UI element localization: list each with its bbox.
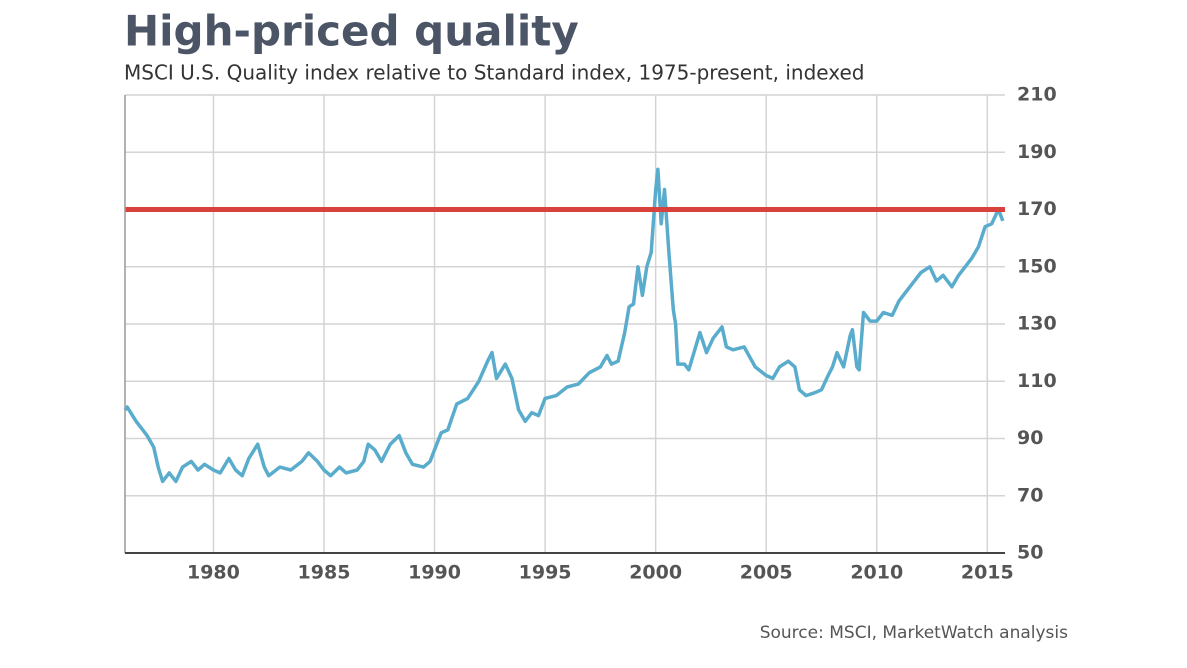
y-tick-label: 210 bbox=[1017, 84, 1057, 106]
chart-subtitle: MSCI U.S. Quality index relative to Stan… bbox=[124, 61, 864, 85]
x-tick-label: 2005 bbox=[740, 562, 793, 584]
y-tick-label: 50 bbox=[1017, 542, 1043, 564]
source-note: Source: MSCI, MarketWatch analysis bbox=[760, 623, 1068, 643]
y-tick-label: 90 bbox=[1017, 427, 1043, 449]
x-tick-label: 1995 bbox=[519, 562, 572, 584]
y-tick-label: 150 bbox=[1017, 255, 1057, 277]
y-tick-label: 170 bbox=[1017, 198, 1057, 220]
y-tick-label: 190 bbox=[1017, 141, 1057, 163]
x-tick-label: 1985 bbox=[298, 562, 351, 584]
y-tick-label: 130 bbox=[1017, 313, 1057, 335]
chart-title: High-priced quality bbox=[124, 7, 579, 56]
data-line bbox=[123, 167, 1005, 484]
x-tick-label: 2010 bbox=[850, 562, 903, 584]
x-tick-label: 2015 bbox=[961, 562, 1014, 584]
x-tick-label: 1980 bbox=[187, 562, 240, 584]
x-tick-label: 1990 bbox=[408, 562, 461, 584]
y-tick-label: 110 bbox=[1017, 370, 1057, 392]
y-tick-label: 70 bbox=[1017, 484, 1043, 506]
x-tick-label: 2000 bbox=[629, 562, 682, 584]
